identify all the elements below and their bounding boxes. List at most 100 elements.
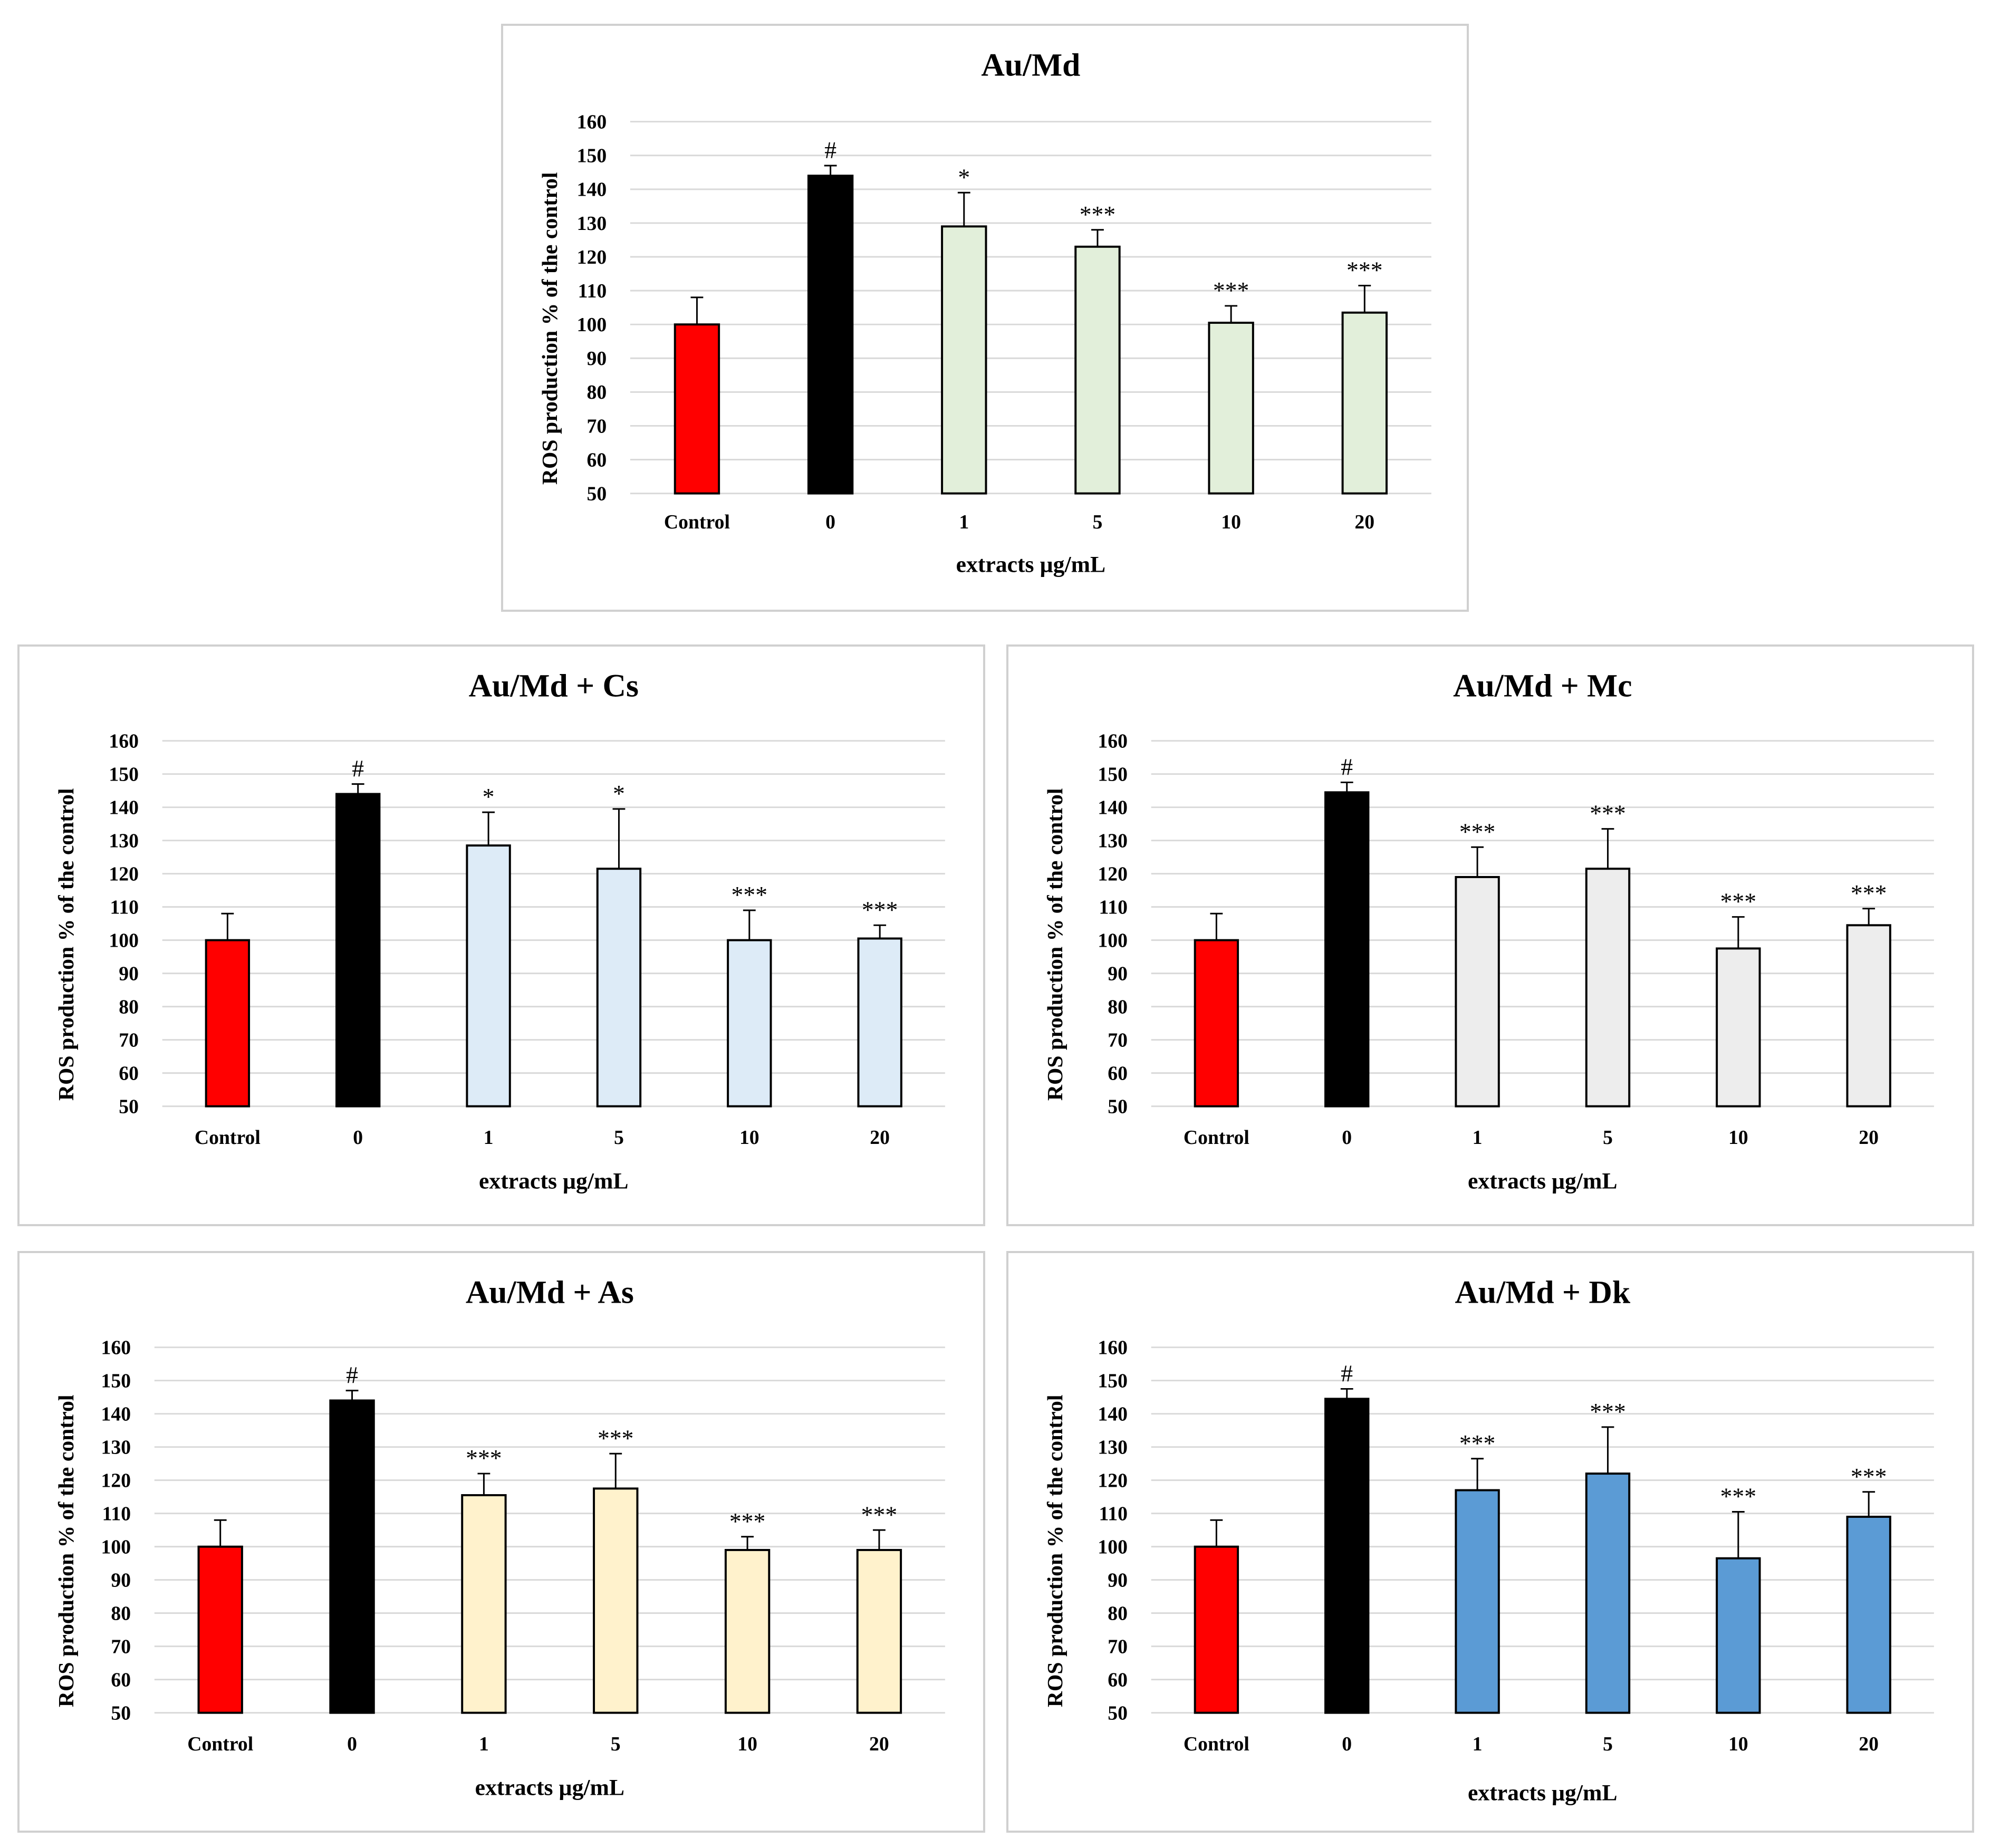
x-tick-label: 5 [614,1127,624,1149]
x-tick-label: 5 [1603,1127,1613,1149]
y-tick-label: 150 [101,1370,131,1392]
y-tick-label: 90 [111,1570,131,1592]
y-axis-label: ROS production % of the control [538,172,562,485]
significance-label-5: *** [1851,880,1887,907]
y-tick-label: 100 [101,1536,131,1558]
significance-label-2: *** [1459,1430,1495,1457]
significance-label-1: # [346,1362,358,1389]
y-tick-label: 90 [586,348,607,370]
chart-panel-au-md-cs: Au/Md + Cs 50 60 70 80 90 100 110 120 130 140 150 16… [17,644,985,1226]
y-tick-label: 100 [1098,1536,1128,1558]
y-tick-label: 60 [111,1669,131,1691]
bar-0 [205,939,251,1108]
y-tick-label: 60 [1108,1669,1128,1691]
x-tick-label: 20 [1859,1733,1879,1755]
significance-label-5: *** [862,896,898,923]
chart-svg-au-md-mc: Au/Md + Mc506070809010011012013014015016… [1043,668,1934,1194]
y-tick-label: 80 [111,1603,131,1625]
x-tick-label: 20 [1859,1127,1879,1149]
x-tick-label: Control [1184,1127,1249,1149]
chart-svg-au-md-dk: Au/Md + Dk506070809010011012013014015016… [1043,1274,1934,1805]
y-tick-label: 100 [577,314,607,336]
chart-title: Au/Md + Cs [469,668,639,704]
chart-panel-au-md-dk: Au/Md + Dk 50 60 70 80 90 100 110 120 130 140 150 16… [1006,1251,1974,1833]
bar-5 [1341,311,1388,495]
x-tick-label: 1 [1473,1127,1483,1149]
chart-svg-au-md-as: Au/Md + As506070809010011012013014015016… [54,1274,945,1800]
x-tick-label: 10 [737,1733,757,1755]
y-tick-label: 100 [109,930,139,952]
y-tick-label: 120 [577,246,607,268]
y-tick-label: 120 [109,863,139,886]
bar-0 [1194,939,1239,1108]
chart-title: Au/Md [981,47,1080,83]
y-tick-label: 60 [1108,1063,1128,1085]
y-tick-label: 120 [101,1470,131,1492]
y-tick-label: 130 [1098,830,1128,852]
significance-label-3: * [613,780,625,807]
x-tick-label: 0 [347,1733,357,1755]
bar-2 [461,1494,507,1714]
y-tick-label: 140 [101,1403,131,1426]
y-tick-label: 50 [111,1702,131,1725]
x-axis-label: extracts µg/mL [475,1775,624,1800]
x-tick-label: 5 [611,1733,621,1755]
chart-svg-au-md: Au/Md5060708090100110120130140150160Cont… [538,47,1431,578]
significance-label-5: *** [1851,1463,1887,1490]
y-axis-label: ROS production % of the control [54,788,79,1101]
significance-label-4: *** [732,881,767,908]
x-tick-label: 5 [1093,511,1103,533]
y-tick-label: 110 [102,1503,131,1525]
significance-label-2: *** [466,1445,502,1471]
x-tick-label: 10 [1728,1733,1748,1755]
x-axis-label: extracts µg/mL [1468,1168,1617,1194]
chart-svg-au-md-cs: Au/Md + Cs506070809010011012013014015016… [54,668,945,1194]
bar-1 [1324,791,1370,1108]
y-tick-label: 80 [1108,1603,1128,1625]
significance-label-2: * [483,783,495,810]
chart-panel-au-md-mc: Au/Md + Mc 50 60 70 80 90 100 110 120 130 140 150 16… [1006,644,1974,1226]
significance-label-2: *** [1459,818,1495,845]
x-tick-label: 1 [959,511,969,533]
bar-4 [727,939,772,1108]
y-axis-label: ROS production % of the control [1043,788,1067,1101]
bar-4 [1716,947,1761,1108]
y-tick-label: 70 [1108,1029,1128,1052]
significance-label-1: # [824,137,836,163]
y-tick-label: 50 [119,1096,139,1118]
bar-3 [1585,868,1631,1108]
x-tick-label: 10 [1728,1127,1748,1149]
significance-label-1: # [1341,754,1353,781]
bar-5 [1846,1515,1891,1714]
bar-3 [596,868,642,1108]
bar-1 [1324,1398,1370,1714]
y-tick-label: 90 [1108,1570,1128,1592]
y-tick-label: 90 [119,963,139,985]
x-tick-label: 10 [1221,511,1241,533]
y-tick-label: 120 [1098,1470,1128,1492]
x-axis-label: extracts µg/mL [956,552,1105,578]
bar-0 [1194,1545,1239,1714]
x-axis-label: extracts µg/mL [1468,1780,1617,1805]
significance-label-4: *** [1720,888,1756,915]
significance-label-3: *** [1590,1398,1625,1425]
significance-label-3: *** [598,1424,633,1451]
bar-1 [335,793,381,1108]
bar-2 [1455,1489,1500,1714]
y-tick-label: 160 [577,111,607,133]
y-tick-label: 120 [1098,863,1128,886]
significance-label-4: *** [1720,1483,1756,1510]
y-tick-label: 110 [1099,897,1128,919]
x-axis-label: extracts µg/mL [479,1168,628,1194]
y-tick-label: 160 [109,730,139,753]
y-tick-label: 110 [110,897,139,919]
bar-5 [1846,924,1891,1108]
chart-title: Au/Md + As [466,1274,634,1310]
bar-0 [674,323,720,495]
y-tick-label: 70 [111,1636,131,1658]
bar-2 [1455,875,1500,1108]
x-tick-label: 5 [1603,1733,1613,1755]
x-tick-label: 10 [739,1127,759,1149]
x-tick-label: Control [187,1733,253,1755]
y-tick-label: 140 [1098,1403,1128,1426]
